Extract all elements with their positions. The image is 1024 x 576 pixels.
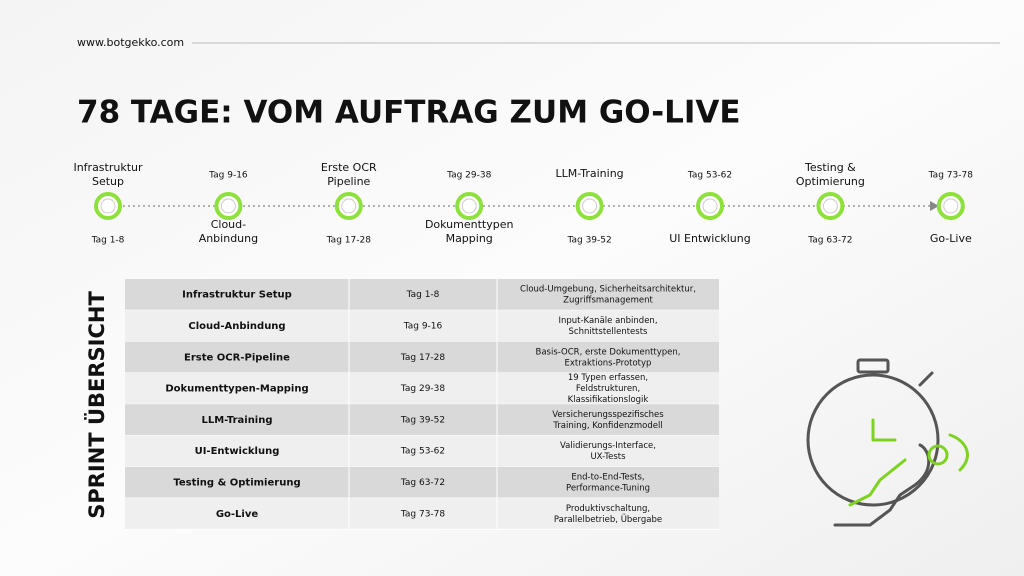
phase-desc: Klassifikationslogik: [568, 395, 649, 405]
phase-name: Testing & Optimierung: [173, 477, 300, 488]
milestone-name: Anbindung: [199, 232, 258, 245]
phase-days: Tag 53-62: [400, 447, 445, 457]
milestone-tag: Tag 73-78: [928, 171, 974, 181]
milestone-tag: Tag 39-52: [566, 236, 611, 246]
milestone-dot: [822, 198, 838, 214]
milestone-name: Testing &: [804, 161, 856, 174]
milestone-dot: [341, 198, 357, 214]
milestone-name: Mapping: [446, 232, 493, 245]
milestone-tag: Tag 53-62: [687, 171, 732, 181]
phase-desc: Produktivschaltung,: [566, 504, 650, 514]
table-row: [125, 310, 719, 342]
milestone-tag: Tag 29-38: [446, 171, 492, 181]
phase-days: Tag 17-28: [400, 353, 446, 363]
table-row: [125, 466, 719, 499]
table-row: [125, 372, 719, 405]
milestone-tag: Tag 17-28: [326, 236, 372, 246]
phase-name: Dokumenttypen-Mapping: [165, 384, 308, 395]
milestone-name: Infrastruktur: [73, 161, 143, 174]
timeline-arrow: [930, 201, 939, 211]
phase-name: Infrastruktur Setup: [182, 290, 292, 301]
phase-desc: Schnittstellentests: [569, 327, 649, 337]
phase-desc: Versicherungsspezifisches: [552, 410, 664, 420]
table-row: [125, 435, 719, 467]
milestone-name: Setup: [92, 175, 124, 188]
phase-desc: Performance-Tuning: [566, 483, 650, 493]
milestone-tag: Tag 9-16: [208, 171, 248, 181]
phase-days: Tag 63-72: [400, 478, 445, 488]
url: www.botgekko.com: [77, 36, 184, 49]
phase-days: Tag 73-78: [400, 509, 446, 519]
phase-desc: Validierungs-Interface,: [560, 441, 656, 451]
milestone-name: Go-Live: [930, 232, 972, 245]
phase-days: Tag 9-16: [403, 321, 443, 331]
phase-desc: Cloud-Umgebung, Sicherheitsarchitektur,: [520, 285, 696, 295]
phase-days: Tag 1-8: [406, 290, 440, 300]
phase-desc: UX-Tests: [590, 452, 626, 462]
table-row: [125, 498, 719, 530]
phase-name: Cloud-Anbindung: [188, 321, 285, 332]
milestone-name: Erste OCR: [321, 161, 377, 174]
phase-desc: Extraktions-Prototyp: [565, 358, 652, 368]
phase-desc: End-to-End-Tests,: [571, 472, 644, 482]
phase-name: UI-Entwicklung: [195, 446, 280, 457]
phase-desc: 19 Typen erfassen,: [568, 373, 648, 383]
milestone-dot: [100, 198, 116, 214]
milestone-dot: [582, 198, 598, 214]
phase-desc: Input-Kanäle anbinden,: [558, 316, 657, 326]
milestone-name: LLM-Training: [556, 167, 624, 180]
phase-name: LLM-Training: [201, 415, 272, 426]
milestone-name: UI Entwicklung: [669, 232, 750, 245]
milestone-name: Cloud-: [211, 218, 246, 231]
phase-name: Erste OCR-Pipeline: [184, 352, 290, 363]
phase-desc: Zugriffsmanagement: [563, 296, 653, 306]
milestone-dot: [461, 198, 477, 214]
milestone-dot: [702, 198, 718, 214]
milestone-dot: [220, 198, 236, 214]
phase-desc: Basis-OCR, erste Dokumenttypen,: [535, 347, 680, 357]
side-label: SPRINT ÜBERSICHT: [84, 291, 109, 519]
milestone-name: Optimierung: [796, 175, 865, 188]
milestone-dot: [943, 198, 959, 214]
milestone-name: Dokumenttypen: [425, 218, 514, 231]
phase-days: Tag 39-52: [400, 415, 445, 425]
phase-name: Go-Live: [216, 509, 259, 520]
milestone-tag: Tag 63-72: [807, 236, 852, 246]
phase-desc: Parallelbetrieb, Übergabe: [554, 514, 662, 525]
table-row: [125, 279, 719, 311]
phase-desc: Feldstrukturen,: [576, 384, 640, 394]
milestone-name: Pipeline: [327, 175, 370, 188]
milestone-tag: Tag 1-8: [91, 236, 125, 246]
phase-desc: Training, Konfidenzmodell: [552, 421, 662, 431]
stopwatch-icon: [806, 358, 969, 527]
phase-days: Tag 29-38: [400, 384, 446, 394]
table-row: [125, 341, 719, 373]
table-row: [125, 404, 719, 436]
title: 78 TAGE: VOM AUFTRAG ZUM GO-LIVE: [77, 95, 741, 131]
